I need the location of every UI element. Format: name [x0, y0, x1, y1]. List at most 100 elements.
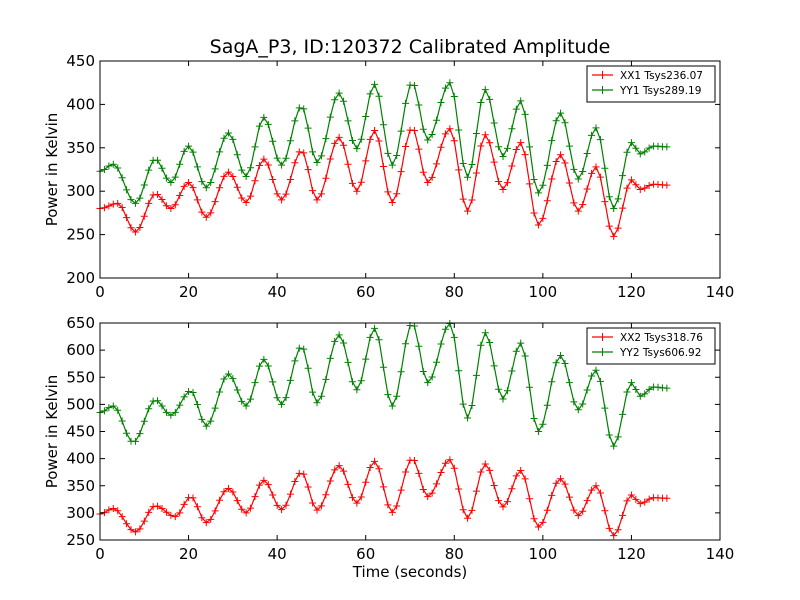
top-series-point — [384, 188, 392, 196]
top-series-point — [459, 159, 467, 167]
bottom-series-point — [300, 470, 308, 478]
bottom-series-point — [322, 491, 330, 499]
bottom-series-point — [419, 485, 427, 493]
bottom-series-point — [437, 340, 445, 348]
bottom-series-point — [654, 383, 662, 391]
top-series-point — [344, 117, 352, 125]
bottom-series-point — [167, 511, 175, 519]
bottom-series-point — [162, 508, 170, 516]
top-series-point — [340, 141, 348, 149]
top-series-point — [180, 182, 188, 190]
top-series-point — [300, 149, 308, 157]
bottom-series-point — [410, 322, 418, 330]
bottom-series-point — [269, 491, 277, 499]
bottom-series-point — [619, 410, 627, 418]
top-series-point — [371, 126, 379, 134]
top-series-point — [154, 156, 162, 164]
bottom-series-point — [375, 465, 383, 473]
top-plot-ticks: 0 20 40 60 80 100 120 140 200 250 300 350 400 450 — [66, 52, 734, 301]
top-series-point — [189, 148, 197, 156]
top-series-point — [472, 129, 480, 137]
bottom-series-point — [632, 495, 640, 503]
figure-title: SagA_P3, ID:120372 Calibrated Amplitude — [210, 36, 611, 58]
top-series-point — [233, 151, 241, 159]
bottom-series-point — [486, 338, 494, 346]
top-series-point — [534, 189, 542, 197]
top-series-point — [260, 155, 268, 163]
top-series-point — [131, 199, 139, 207]
bottom-series-point — [490, 362, 498, 370]
top-series-point — [605, 222, 613, 230]
top-series-point — [282, 190, 290, 198]
top-ytick-label: 300 — [66, 182, 95, 200]
bottom-series-point — [455, 485, 463, 493]
bottom-series-point — [459, 400, 467, 408]
bottom-series-point — [614, 433, 622, 441]
top-series-point — [317, 190, 325, 198]
top-series-point — [379, 162, 387, 170]
bottom-series-point — [499, 503, 507, 511]
top-series-point — [437, 98, 445, 106]
top-series-point — [570, 165, 578, 173]
bottom-series-point — [371, 324, 379, 332]
top-series-point — [140, 181, 148, 189]
bottom-legend-label: YY2 Tsys606.92 — [619, 347, 701, 359]
bottom-series-point — [641, 498, 649, 506]
top-series-point — [596, 173, 604, 181]
top-series-point — [326, 155, 334, 163]
top-series-point — [574, 207, 582, 215]
top-xtick-label: 60 — [356, 283, 375, 301]
top-series-point — [300, 105, 308, 113]
top-series-point — [255, 161, 263, 169]
bottom-series-point — [366, 463, 374, 471]
top-series-point — [557, 151, 565, 159]
bottom-series-point — [233, 497, 241, 505]
top-series-point — [260, 113, 268, 121]
bottom-series-point — [517, 339, 525, 347]
bottom-series-point — [162, 408, 170, 416]
top-series-point — [592, 163, 600, 171]
top-series-point — [579, 201, 587, 209]
bottom-series-point — [636, 392, 644, 400]
top-series-point — [264, 161, 272, 169]
bottom-series-point — [118, 513, 126, 521]
bottom-series-point — [486, 466, 494, 474]
bottom-plot-ylabel: Power in Kelvin — [43, 375, 61, 489]
bottom-series-point — [131, 528, 139, 536]
top-series-point — [503, 144, 511, 152]
bottom-series-point — [459, 506, 467, 514]
bottom-series-point — [557, 475, 565, 483]
bottom-series-point — [291, 478, 299, 486]
bottom-series-point — [632, 385, 640, 393]
top-series-point — [162, 174, 170, 182]
bottom-series-point — [402, 340, 410, 348]
top-series-point — [238, 194, 246, 202]
top-series-point — [229, 173, 237, 181]
top-series-point — [508, 125, 516, 133]
top-series-point — [295, 148, 303, 156]
top-series-point — [428, 173, 436, 181]
bottom-series-point — [260, 355, 268, 363]
bottom-series-point — [596, 377, 604, 385]
top-series-point — [565, 179, 573, 187]
bottom-series-point — [397, 368, 405, 376]
top-series-point — [118, 204, 126, 212]
bottom-series-point — [233, 386, 241, 394]
top-legend-label: YY1 Tsys289.19 — [619, 85, 701, 97]
bottom-series-point — [468, 506, 476, 514]
bottom-series-point — [441, 459, 449, 467]
top-series-point — [561, 119, 569, 127]
top-series-point — [539, 214, 547, 222]
bottom-series-point — [207, 417, 215, 425]
top-series-point — [477, 142, 485, 150]
bottom-series-point — [375, 336, 383, 344]
bottom-series-point — [534, 428, 542, 435]
top-series-point — [269, 137, 277, 145]
top-series-point — [588, 169, 596, 177]
top-series-point — [224, 129, 232, 137]
bottom-series-point — [548, 491, 556, 499]
top-series-point — [565, 142, 573, 150]
bottom-legend-label: XX2 Tsys318.76 — [620, 332, 703, 344]
bottom-series-point — [331, 466, 339, 474]
